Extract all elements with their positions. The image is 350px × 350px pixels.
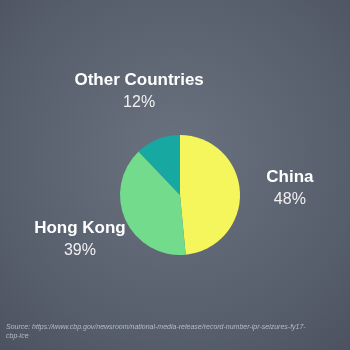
svg-text:China: China: [266, 167, 314, 186]
svg-text:Hong Kong: Hong Kong: [34, 218, 126, 237]
svg-text:48%: 48%: [274, 190, 306, 207]
svg-text:39%: 39%: [64, 241, 96, 258]
html-text:Source: https://www.cbp.gov/ne: Source: https://www.cbp.gov/newsroom/nat…: [6, 323, 306, 339]
svg-text:Other Countries: Other Countries: [74, 70, 203, 89]
svg-text:12%: 12%: [123, 93, 155, 110]
